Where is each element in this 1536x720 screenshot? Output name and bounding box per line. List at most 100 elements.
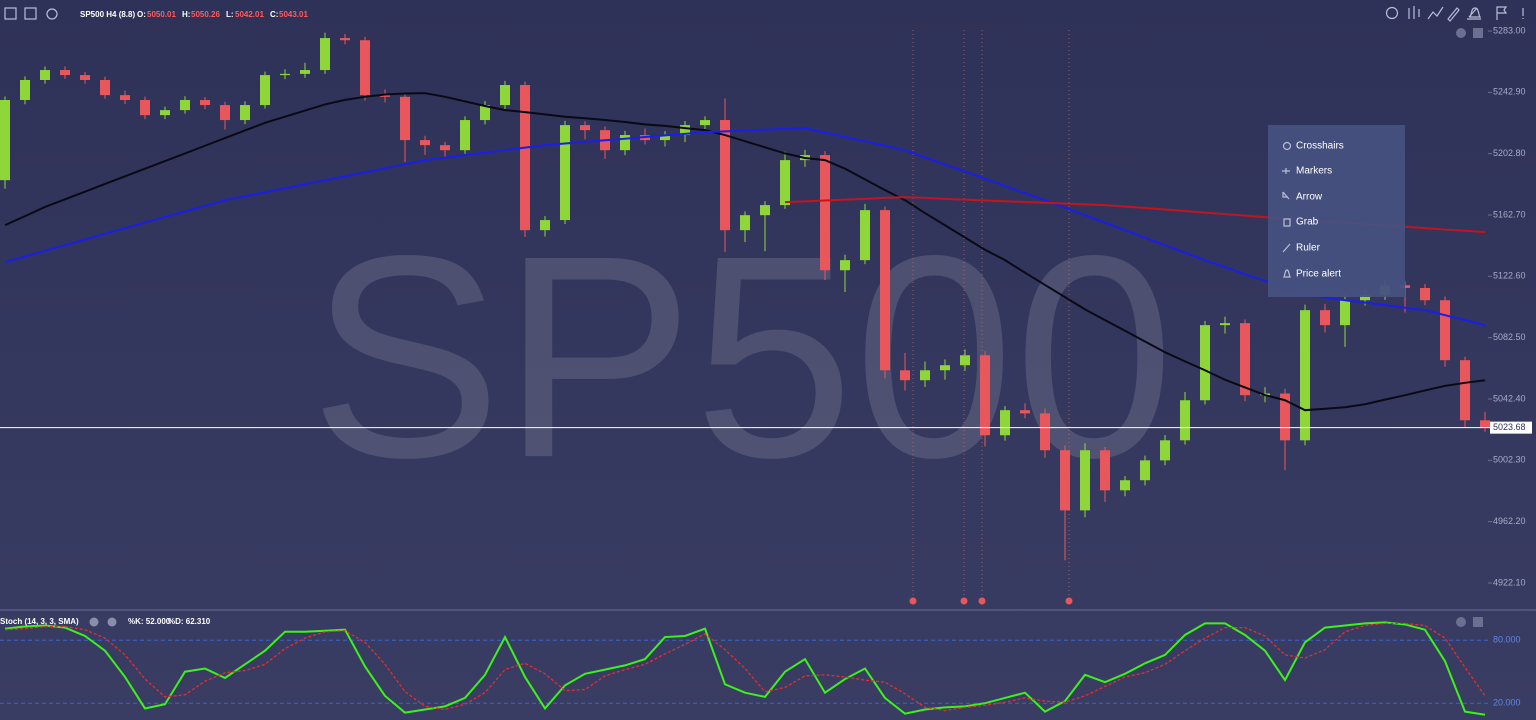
event-marker[interactable] bbox=[978, 597, 986, 605]
candle-body bbox=[1120, 480, 1130, 491]
candle-body bbox=[920, 370, 930, 381]
pane-up-button[interactable] bbox=[1456, 617, 1466, 627]
indicator-settings[interactable] bbox=[89, 617, 99, 627]
top-toolbar: SP500 H4 (8.8) O: 5050.01 H: 5050.26 L: … bbox=[4, 6, 1524, 38]
candle-body bbox=[200, 100, 210, 106]
fullscreen-icon[interactable] bbox=[4, 7, 17, 20]
indicator-line bbox=[4, 92, 1486, 412]
candle-body bbox=[560, 125, 570, 221]
candle-body bbox=[480, 105, 490, 121]
candle-body bbox=[440, 145, 450, 151]
candle-body bbox=[340, 38, 350, 41]
y-tick-label: 5002.30 bbox=[1493, 455, 1526, 465]
candle-body bbox=[1320, 310, 1330, 326]
event-lines bbox=[912, 30, 1070, 598]
price-pane: 5283.00 5242.90 5202.80 5162.70 5122.60 5082.… bbox=[0, 25, 1532, 587]
candle-body bbox=[60, 70, 70, 76]
draw-tool[interactable] bbox=[1447, 7, 1460, 22]
stochastic-header: Stoch (14, 3, 3, SMA) %K: 52.000 %D: 62.… bbox=[0, 617, 1483, 627]
y-tick-label: 5202.80 bbox=[1493, 148, 1526, 158]
menu-item[interactable]: Ruler bbox=[1296, 243, 1321, 254]
candle-body bbox=[1420, 287, 1430, 301]
candle-body bbox=[1440, 300, 1450, 361]
candle-body bbox=[980, 355, 990, 436]
candle-body bbox=[860, 210, 870, 261]
candle-body bbox=[1300, 310, 1310, 441]
candle-body bbox=[1220, 323, 1230, 326]
menu-icon bbox=[1283, 269, 1291, 278]
y-tick-label: 5162.70 bbox=[1493, 209, 1526, 219]
settings-icon[interactable] bbox=[46, 8, 58, 20]
candle-body bbox=[700, 120, 710, 126]
last-price-label: 5023.68 bbox=[1493, 422, 1526, 432]
candle-body bbox=[1020, 410, 1030, 414]
menu-item[interactable]: Arrow bbox=[1296, 192, 1323, 203]
ohlc-value: 5042.01 bbox=[235, 10, 264, 19]
menu-item[interactable]: Crosshairs bbox=[1296, 141, 1344, 152]
candle-body bbox=[620, 135, 630, 151]
ohlc-value: 5050.26 bbox=[191, 10, 220, 19]
candle-body bbox=[1000, 410, 1010, 436]
indicator-line bbox=[4, 621, 1486, 716]
candle-body bbox=[1360, 295, 1370, 301]
candle-body bbox=[320, 38, 330, 71]
ohlc-label: H: bbox=[182, 10, 190, 19]
candle-body bbox=[720, 120, 730, 231]
crosshair-tool[interactable] bbox=[1385, 6, 1399, 20]
event-marker[interactable] bbox=[1065, 597, 1073, 605]
candle-body bbox=[260, 75, 270, 106]
candle-body bbox=[1180, 400, 1190, 441]
candle-body bbox=[420, 140, 430, 146]
candle-body bbox=[240, 105, 250, 121]
alert-tool[interactable] bbox=[1468, 7, 1482, 18]
symbol: SP500 H4 (8.8) bbox=[80, 10, 135, 19]
candle-body bbox=[660, 135, 670, 141]
last-price-box bbox=[1490, 421, 1532, 434]
candle-body bbox=[140, 100, 150, 116]
menu-icon bbox=[1282, 141, 1292, 151]
candle-body bbox=[960, 355, 970, 366]
menu-icon bbox=[1283, 218, 1291, 227]
indicators-tool[interactable] bbox=[1427, 6, 1444, 20]
candle-body bbox=[880, 210, 890, 371]
ohlc-label: L: bbox=[226, 10, 234, 19]
candle-body bbox=[1340, 300, 1350, 326]
candle-body bbox=[580, 125, 590, 131]
d-value: %D: 62.310 bbox=[168, 617, 211, 626]
event-marker[interactable] bbox=[960, 597, 968, 605]
pane-expand-button[interactable] bbox=[1473, 617, 1483, 627]
candle-body bbox=[1040, 413, 1050, 451]
watermark: SP500 bbox=[310, 196, 1175, 518]
context-menu: Crosshairs Markers Arrow Grab Ruler Pric… bbox=[1268, 125, 1405, 297]
candle-body bbox=[1080, 450, 1090, 511]
event-marker[interactable] bbox=[909, 597, 917, 605]
events-tool[interactable] bbox=[1496, 6, 1508, 20]
menu-item[interactable]: Grab bbox=[1296, 217, 1319, 228]
menu-icon bbox=[1282, 191, 1290, 200]
menu-icon bbox=[1282, 243, 1291, 253]
chart-type-tool[interactable] bbox=[1408, 6, 1420, 19]
menu-item[interactable]: Markers bbox=[1296, 166, 1332, 177]
event-markers[interactable] bbox=[909, 597, 1073, 605]
ohlc-value: 5043.01 bbox=[279, 10, 308, 19]
k-value: %K: 52.000 bbox=[128, 617, 171, 626]
candle-body bbox=[540, 220, 550, 231]
expand-button[interactable] bbox=[1473, 28, 1483, 38]
candle-body bbox=[1460, 360, 1470, 421]
save-icon[interactable] bbox=[24, 7, 37, 20]
candle-body bbox=[1200, 325, 1210, 401]
scroll-down-button[interactable] bbox=[1456, 28, 1466, 38]
indicator-line bbox=[4, 127, 1486, 327]
candle-body bbox=[780, 160, 790, 206]
candle-body bbox=[1480, 420, 1490, 428]
candle-body bbox=[460, 120, 470, 151]
ohlc-label: O: bbox=[137, 10, 146, 19]
candle-body bbox=[680, 125, 690, 136]
candle-body bbox=[300, 70, 310, 74]
indicator-close[interactable] bbox=[107, 617, 117, 627]
y-tick-label: 20.000 bbox=[1493, 698, 1521, 708]
menu-item[interactable]: Price alert bbox=[1296, 269, 1341, 280]
candle-body bbox=[360, 40, 370, 96]
